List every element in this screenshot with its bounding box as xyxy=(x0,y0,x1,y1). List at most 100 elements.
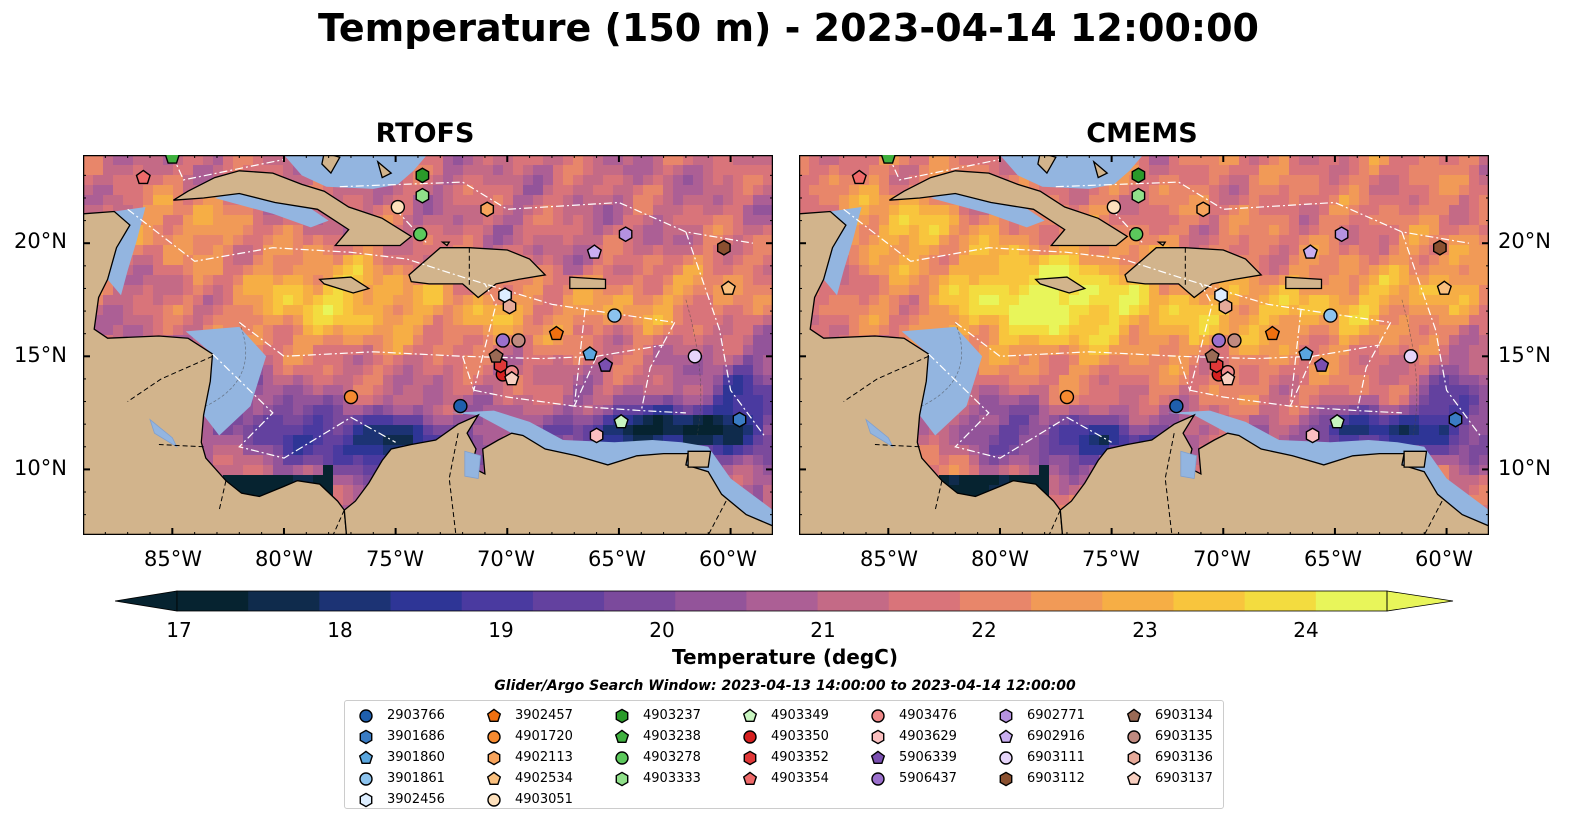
legend-label: 4902534 xyxy=(515,771,573,786)
lat-label-20n-right: 20°N xyxy=(1498,229,1551,253)
float-marker-6903111-rtofs xyxy=(687,349,703,364)
float-marker-4903333-cmems xyxy=(1131,187,1146,204)
legend-item: 6903134 xyxy=(1123,705,1213,726)
legend-item: 6902771 xyxy=(995,705,1085,726)
float-marker-6902916-rtofs xyxy=(586,244,602,259)
float-marker-5906437-cmems xyxy=(1211,333,1227,348)
panel-title-cmems: CMEMS xyxy=(1086,118,1198,149)
float-marker-6903136-rtofs xyxy=(502,298,517,315)
legend-label: 4903051 xyxy=(515,792,573,807)
lon-label-60w-right: 60°W xyxy=(1415,547,1473,571)
legend-marker-circle-icon xyxy=(615,750,629,765)
legend-label: 3902457 xyxy=(515,708,573,723)
legend-marker-4903278 xyxy=(615,750,629,765)
legend-item: 6903111 xyxy=(995,747,1085,768)
lat-label-15n-left: 15°N xyxy=(14,343,67,367)
legend-item: 4903354 xyxy=(739,768,829,789)
legend-marker-3901686 xyxy=(359,729,373,744)
colorbar-tick-22: 22 xyxy=(971,618,997,642)
legend-item: 4903237 xyxy=(611,705,701,726)
lake-nicaragua xyxy=(149,418,178,448)
colorbar-segment xyxy=(319,591,392,611)
legend-marker-6903112 xyxy=(999,771,1013,786)
eez-boundaries xyxy=(843,155,1481,459)
float-marker-6903137-rtofs xyxy=(504,370,520,386)
lon-label-80w-right: 80°W xyxy=(971,547,1029,571)
float-marker-3902457-cmems xyxy=(1264,325,1281,341)
legend-marker-6902916 xyxy=(998,729,1014,743)
legend-marker-hexagon-icon xyxy=(999,771,1013,786)
float-marker-6903135-rtofs xyxy=(511,333,526,348)
float-marker-4902534-rtofs xyxy=(720,280,736,295)
panel-title-rtofs: RTOFS xyxy=(375,118,475,149)
legend-label: 5906339 xyxy=(899,750,957,765)
legend-marker-circle-icon xyxy=(743,729,757,744)
legend-marker-pentagon-icon xyxy=(870,750,886,764)
legend-item: 4903352 xyxy=(739,747,829,768)
float-marker-3901686-cmems xyxy=(1448,411,1463,428)
float-marker-4901720-cmems xyxy=(1059,389,1075,405)
float-marker-6903112-rtofs xyxy=(716,239,731,256)
float-markers xyxy=(135,155,747,444)
legend-marker-5906437 xyxy=(871,771,885,786)
legend-label: 6902771 xyxy=(1027,708,1085,723)
legend-item: 4903051 xyxy=(483,789,573,810)
country-borders xyxy=(127,247,727,535)
legend-item: 4903238 xyxy=(611,726,701,747)
legend-label: 6903136 xyxy=(1155,750,1213,765)
colorbar-tick-17: 17 xyxy=(166,618,192,642)
legend-marker-6903136 xyxy=(1127,750,1141,765)
colorbar-tick-24: 24 xyxy=(1293,618,1319,642)
legend-item: 4901720 xyxy=(483,726,573,747)
legend-column: 6902771 6902916 6903111 6903112 xyxy=(995,705,1085,789)
legend-marker-pentagon-icon xyxy=(742,708,758,722)
colorbar-tick-20: 20 xyxy=(649,618,675,642)
legend-label: 4903350 xyxy=(771,729,829,744)
colorbar-segment xyxy=(675,591,748,611)
legend-item: 3902457 xyxy=(483,705,573,726)
lon-label-70w-right: 70°W xyxy=(1193,547,1251,571)
legend-label: 3901860 xyxy=(387,750,445,765)
float-marker-4903278-cmems xyxy=(1128,226,1144,242)
legend-label: 4901720 xyxy=(515,729,573,744)
legend-item: 6903135 xyxy=(1123,726,1213,747)
legend-item: 3901861 xyxy=(355,768,445,789)
legend-label: 4903278 xyxy=(643,750,701,765)
legend-marker-circle-icon xyxy=(487,792,501,807)
colorbar-segment xyxy=(1244,591,1317,611)
legend-label: 4903333 xyxy=(643,771,701,786)
legend-marker-hexagon-icon xyxy=(359,729,373,744)
float-marker-4903278-rtofs xyxy=(412,226,428,242)
float-marker-4903354-rtofs xyxy=(135,169,151,185)
lon-label-80w-left: 80°W xyxy=(255,547,313,571)
float-marker-4903051-cmems xyxy=(1106,199,1122,215)
float-marker-3901686-rtofs xyxy=(732,411,747,428)
legend-item: 5906339 xyxy=(867,747,957,768)
float-marker-4903237-cmems xyxy=(1131,167,1146,184)
legend-marker-6903111 xyxy=(999,750,1013,765)
legend-marker-4903354 xyxy=(742,771,758,785)
lake-nicaragua xyxy=(865,418,894,448)
legend-label: 4903354 xyxy=(771,771,829,786)
legend-label: 4903349 xyxy=(771,708,829,723)
map-panel-rtofs xyxy=(83,155,773,535)
legend-label: 4903476 xyxy=(899,708,957,723)
colorbar-tick-18: 18 xyxy=(327,618,353,642)
float-marker-4903354-cmems xyxy=(851,169,867,185)
legend-item: 6903112 xyxy=(995,768,1085,789)
float-marker-4903237-rtofs xyxy=(415,167,430,184)
legend-column: 4903237 4903238 4903278 4903333 xyxy=(611,705,701,789)
lon-label-85w-left: 85°W xyxy=(144,547,202,571)
legend-marker-hexagon-icon xyxy=(615,771,629,786)
legend-label: 3901861 xyxy=(387,771,445,786)
legend-item: 5906437 xyxy=(867,768,957,789)
colorbar-segment xyxy=(248,591,320,611)
legend-label: 4903629 xyxy=(899,729,957,744)
lake-maracaibo xyxy=(464,450,481,479)
float-marker-3901861-rtofs xyxy=(607,308,622,323)
map-frame xyxy=(799,155,1489,535)
legend-item: 3901860 xyxy=(355,747,445,768)
legend-marker-pentagon-icon xyxy=(486,708,502,722)
colorbar-segment xyxy=(1031,591,1103,611)
float-marker-2903766-rtofs xyxy=(453,398,468,414)
